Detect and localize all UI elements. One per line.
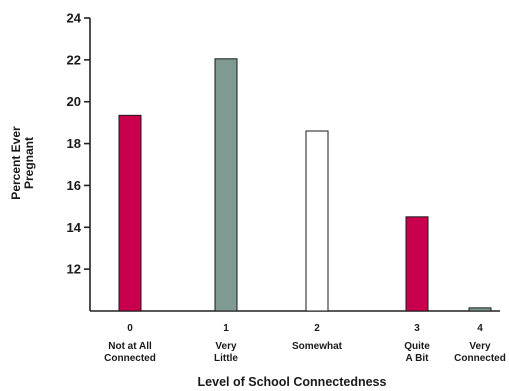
y-tick-label: 12	[67, 262, 81, 277]
axes: 12 14 16 18 20 22 24	[67, 11, 500, 312]
x-category-label: Somewhat	[292, 341, 343, 352]
bar	[118, 114, 142, 312]
x-category-label: A Bit	[406, 353, 430, 364]
bar	[305, 130, 329, 312]
x-category-label: Little	[214, 353, 238, 364]
y-tick-label: 20	[67, 94, 81, 109]
x-category-label: Very	[215, 341, 237, 352]
x-category-label: Quite	[404, 341, 430, 352]
x-category-code: 2	[314, 323, 320, 334]
x-category-code: 1	[223, 323, 229, 334]
x-category-label: Connected	[454, 353, 506, 364]
x-category-code: 3	[414, 323, 420, 334]
x-axis-title: Level of School Connectedness	[198, 375, 387, 389]
bar	[405, 216, 429, 312]
x-category-code: 0	[127, 323, 133, 334]
y-axis-title-line: Pregnant	[22, 137, 36, 189]
y-tick-label: 14	[67, 220, 82, 235]
bar	[468, 307, 492, 312]
x-category-label: Not at All	[108, 341, 152, 352]
y-tick-label: 18	[67, 136, 81, 151]
bars	[118, 58, 492, 312]
y-axis-title: Percent Ever Pregnant	[9, 126, 36, 200]
y-tick-label: 16	[67, 178, 81, 193]
x-category-label: Connected	[104, 353, 156, 364]
x-category-code: 4	[477, 323, 483, 334]
y-axis-title-line: Percent Ever	[9, 126, 23, 200]
x-category-label: Very	[469, 341, 491, 352]
y-tick-label: 22	[67, 52, 81, 67]
bar	[214, 58, 238, 312]
y-tick-label: 24	[67, 11, 82, 26]
